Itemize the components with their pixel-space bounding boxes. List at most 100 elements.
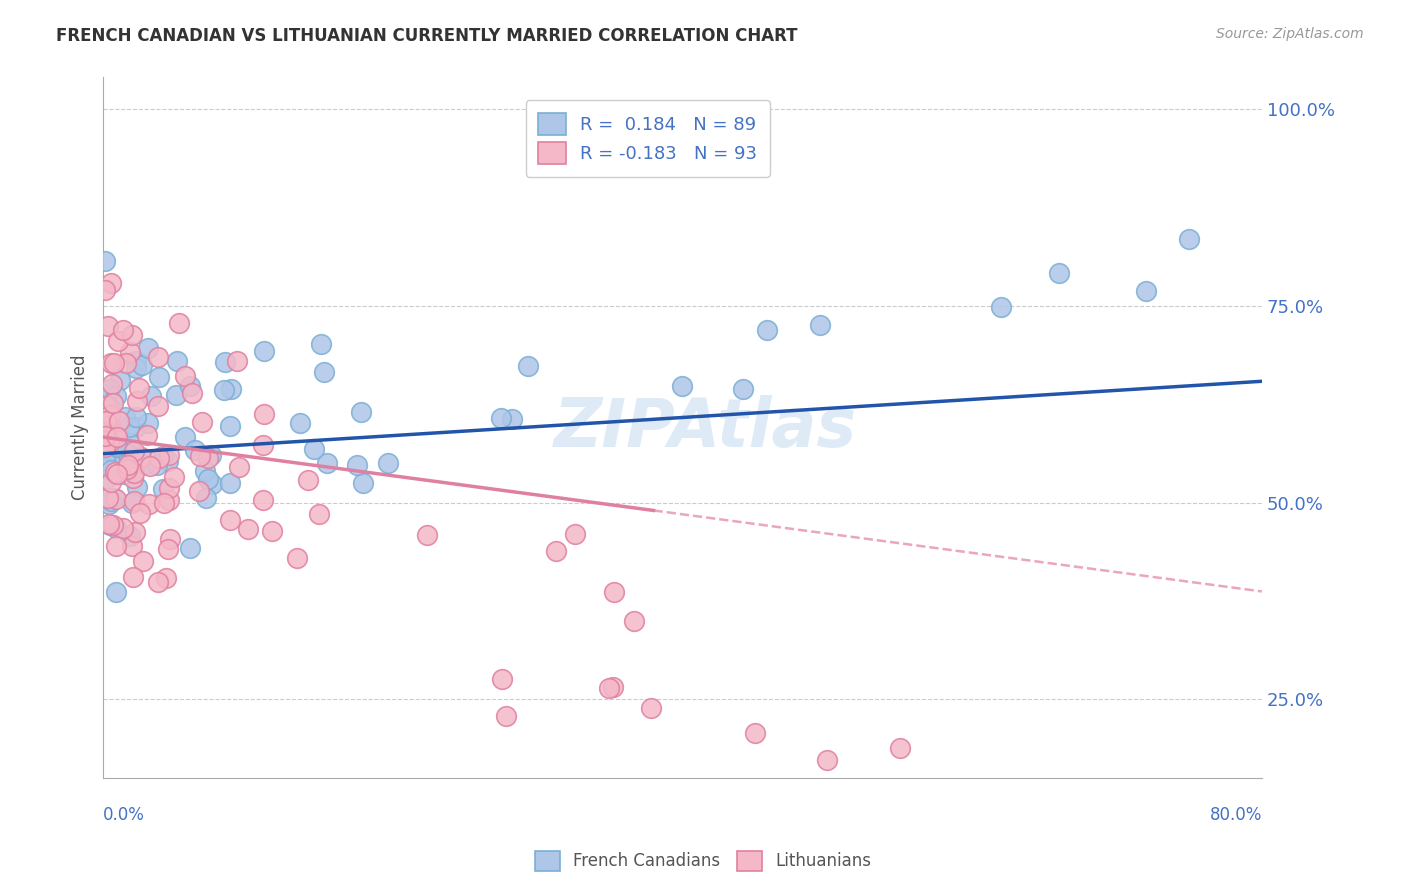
Point	[117, 458, 139, 472]
Point	[103, 396, 125, 410]
Point	[100, 442, 122, 457]
Point	[107, 334, 129, 349]
Point	[136, 417, 159, 431]
Point	[114, 410, 136, 425]
Point	[93, 429, 115, 443]
Point	[810, 318, 832, 333]
Point	[1178, 232, 1201, 246]
Point	[105, 585, 128, 599]
Point	[125, 453, 148, 467]
Point	[122, 570, 145, 584]
Point	[97, 491, 120, 505]
Point	[122, 471, 145, 485]
Point	[94, 454, 117, 468]
Point	[108, 414, 131, 428]
Point	[157, 481, 180, 495]
Point	[744, 726, 766, 740]
Point	[129, 507, 152, 521]
Point	[98, 443, 121, 458]
Point	[146, 458, 169, 472]
Point	[228, 460, 250, 475]
Point	[124, 525, 146, 540]
Point	[173, 368, 195, 383]
Point	[100, 475, 122, 490]
Point	[100, 425, 122, 440]
Point	[103, 465, 125, 479]
Point	[309, 337, 332, 351]
Legend: French Canadians, Lithuanians: French Canadians, Lithuanians	[526, 842, 880, 880]
Point	[100, 517, 122, 532]
Point	[184, 443, 207, 458]
Point	[377, 456, 399, 470]
Point	[489, 411, 512, 425]
Point	[315, 456, 337, 470]
Point	[96, 399, 118, 413]
Point	[100, 494, 122, 508]
Point	[194, 464, 217, 478]
Point	[98, 497, 121, 511]
Point	[112, 467, 135, 482]
Point	[156, 454, 179, 468]
Point	[112, 521, 135, 535]
Point	[148, 400, 170, 414]
Point	[603, 585, 626, 599]
Point	[179, 379, 201, 393]
Point	[100, 356, 122, 370]
Point	[219, 475, 242, 490]
Point	[350, 404, 373, 418]
Point	[226, 354, 249, 368]
Point	[103, 491, 125, 505]
Point	[148, 574, 170, 589]
Point	[544, 544, 567, 558]
Point	[181, 385, 204, 400]
Point	[260, 524, 283, 538]
Text: FRENCH CANADIAN VS LITHUANIAN CURRENTLY MARRIED CORRELATION CHART: FRENCH CANADIAN VS LITHUANIAN CURRENTLY …	[56, 27, 797, 45]
Point	[120, 436, 142, 450]
Point	[564, 527, 586, 541]
Point	[105, 389, 128, 403]
Point	[128, 381, 150, 395]
Point	[105, 430, 128, 444]
Point	[169, 316, 191, 330]
Point	[101, 376, 124, 391]
Point	[127, 394, 149, 409]
Point	[93, 425, 115, 439]
Legend: R =  0.184   N = 89, R = -0.183   N = 93: R = 0.184 N = 89, R = -0.183 N = 93	[526, 101, 769, 177]
Point	[623, 615, 645, 629]
Point	[212, 383, 235, 397]
Point	[285, 550, 308, 565]
Point	[1047, 266, 1070, 280]
Point	[312, 365, 335, 379]
Point	[93, 428, 115, 442]
Point	[495, 709, 517, 723]
Point	[100, 408, 122, 422]
Point	[671, 378, 693, 392]
Point	[129, 450, 152, 465]
Point	[121, 496, 143, 510]
Point	[124, 360, 146, 375]
Point	[100, 276, 122, 290]
Text: 80.0%: 80.0%	[1209, 806, 1263, 824]
Point	[640, 700, 662, 714]
Point	[346, 458, 368, 472]
Point	[304, 442, 326, 456]
Point	[97, 415, 120, 429]
Point	[197, 472, 219, 486]
Point	[104, 491, 127, 506]
Point	[166, 354, 188, 368]
Point	[112, 454, 135, 468]
Point	[121, 328, 143, 343]
Point	[163, 469, 186, 483]
Point	[97, 399, 120, 413]
Point	[118, 420, 141, 434]
Point	[756, 323, 779, 337]
Point	[96, 421, 118, 435]
Point	[132, 554, 155, 568]
Point	[122, 493, 145, 508]
Point	[105, 540, 128, 554]
Point	[517, 359, 540, 373]
Text: ZIPAtlas: ZIPAtlas	[554, 395, 858, 461]
Point	[165, 387, 187, 401]
Point	[153, 496, 176, 510]
Point	[105, 467, 128, 482]
